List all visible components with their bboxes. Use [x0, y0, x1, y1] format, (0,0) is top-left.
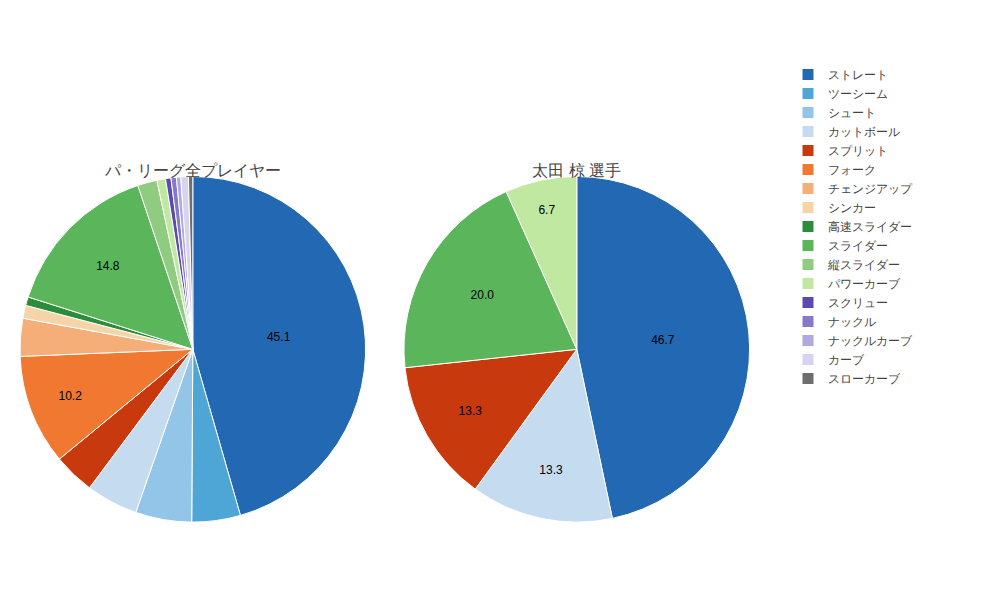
- svg-text:縦スライダー: 縦スライダー: [827, 258, 900, 272]
- svg-text:46.7: 46.7: [651, 333, 675, 347]
- svg-text:13.3: 13.3: [459, 404, 483, 418]
- svg-text:カットボール: カットボール: [828, 125, 900, 139]
- svg-text:スプリット: スプリット: [828, 144, 888, 158]
- svg-text:スライダー: スライダー: [828, 239, 888, 253]
- svg-text:ナックルカーブ: ナックルカーブ: [828, 334, 913, 348]
- svg-text:スローカーブ: スローカーブ: [828, 372, 901, 386]
- svg-text:チェンジアップ: チェンジアップ: [828, 182, 913, 196]
- svg-text:シンカー: シンカー: [828, 201, 876, 215]
- svg-text:20.0: 20.0: [471, 288, 495, 302]
- svg-text:スクリュー: スクリュー: [828, 296, 888, 310]
- svg-text:太田 椋 選手: 太田 椋 選手: [532, 162, 621, 179]
- svg-text:ツーシーム: ツーシーム: [828, 87, 888, 101]
- svg-text:パ・リーグ全プレイヤー: パ・リーグ全プレイヤー: [104, 162, 281, 179]
- svg-text:シュート: シュート: [828, 106, 876, 120]
- svg-text:パワーカーブ: パワーカーブ: [827, 277, 901, 291]
- svg-text:フォーク: フォーク: [828, 163, 876, 177]
- svg-text:14.8: 14.8: [96, 259, 120, 273]
- svg-text:ストレート: ストレート: [828, 68, 888, 82]
- svg-text:45.1: 45.1: [267, 330, 291, 344]
- svg-text:高速スライダー: 高速スライダー: [828, 220, 912, 234]
- svg-text:ナックル: ナックル: [828, 315, 876, 329]
- svg-text:10.2: 10.2: [58, 389, 82, 403]
- svg-text:13.3: 13.3: [539, 463, 563, 477]
- svg-text:6.7: 6.7: [538, 203, 555, 217]
- svg-text:カーブ: カーブ: [828, 353, 865, 367]
